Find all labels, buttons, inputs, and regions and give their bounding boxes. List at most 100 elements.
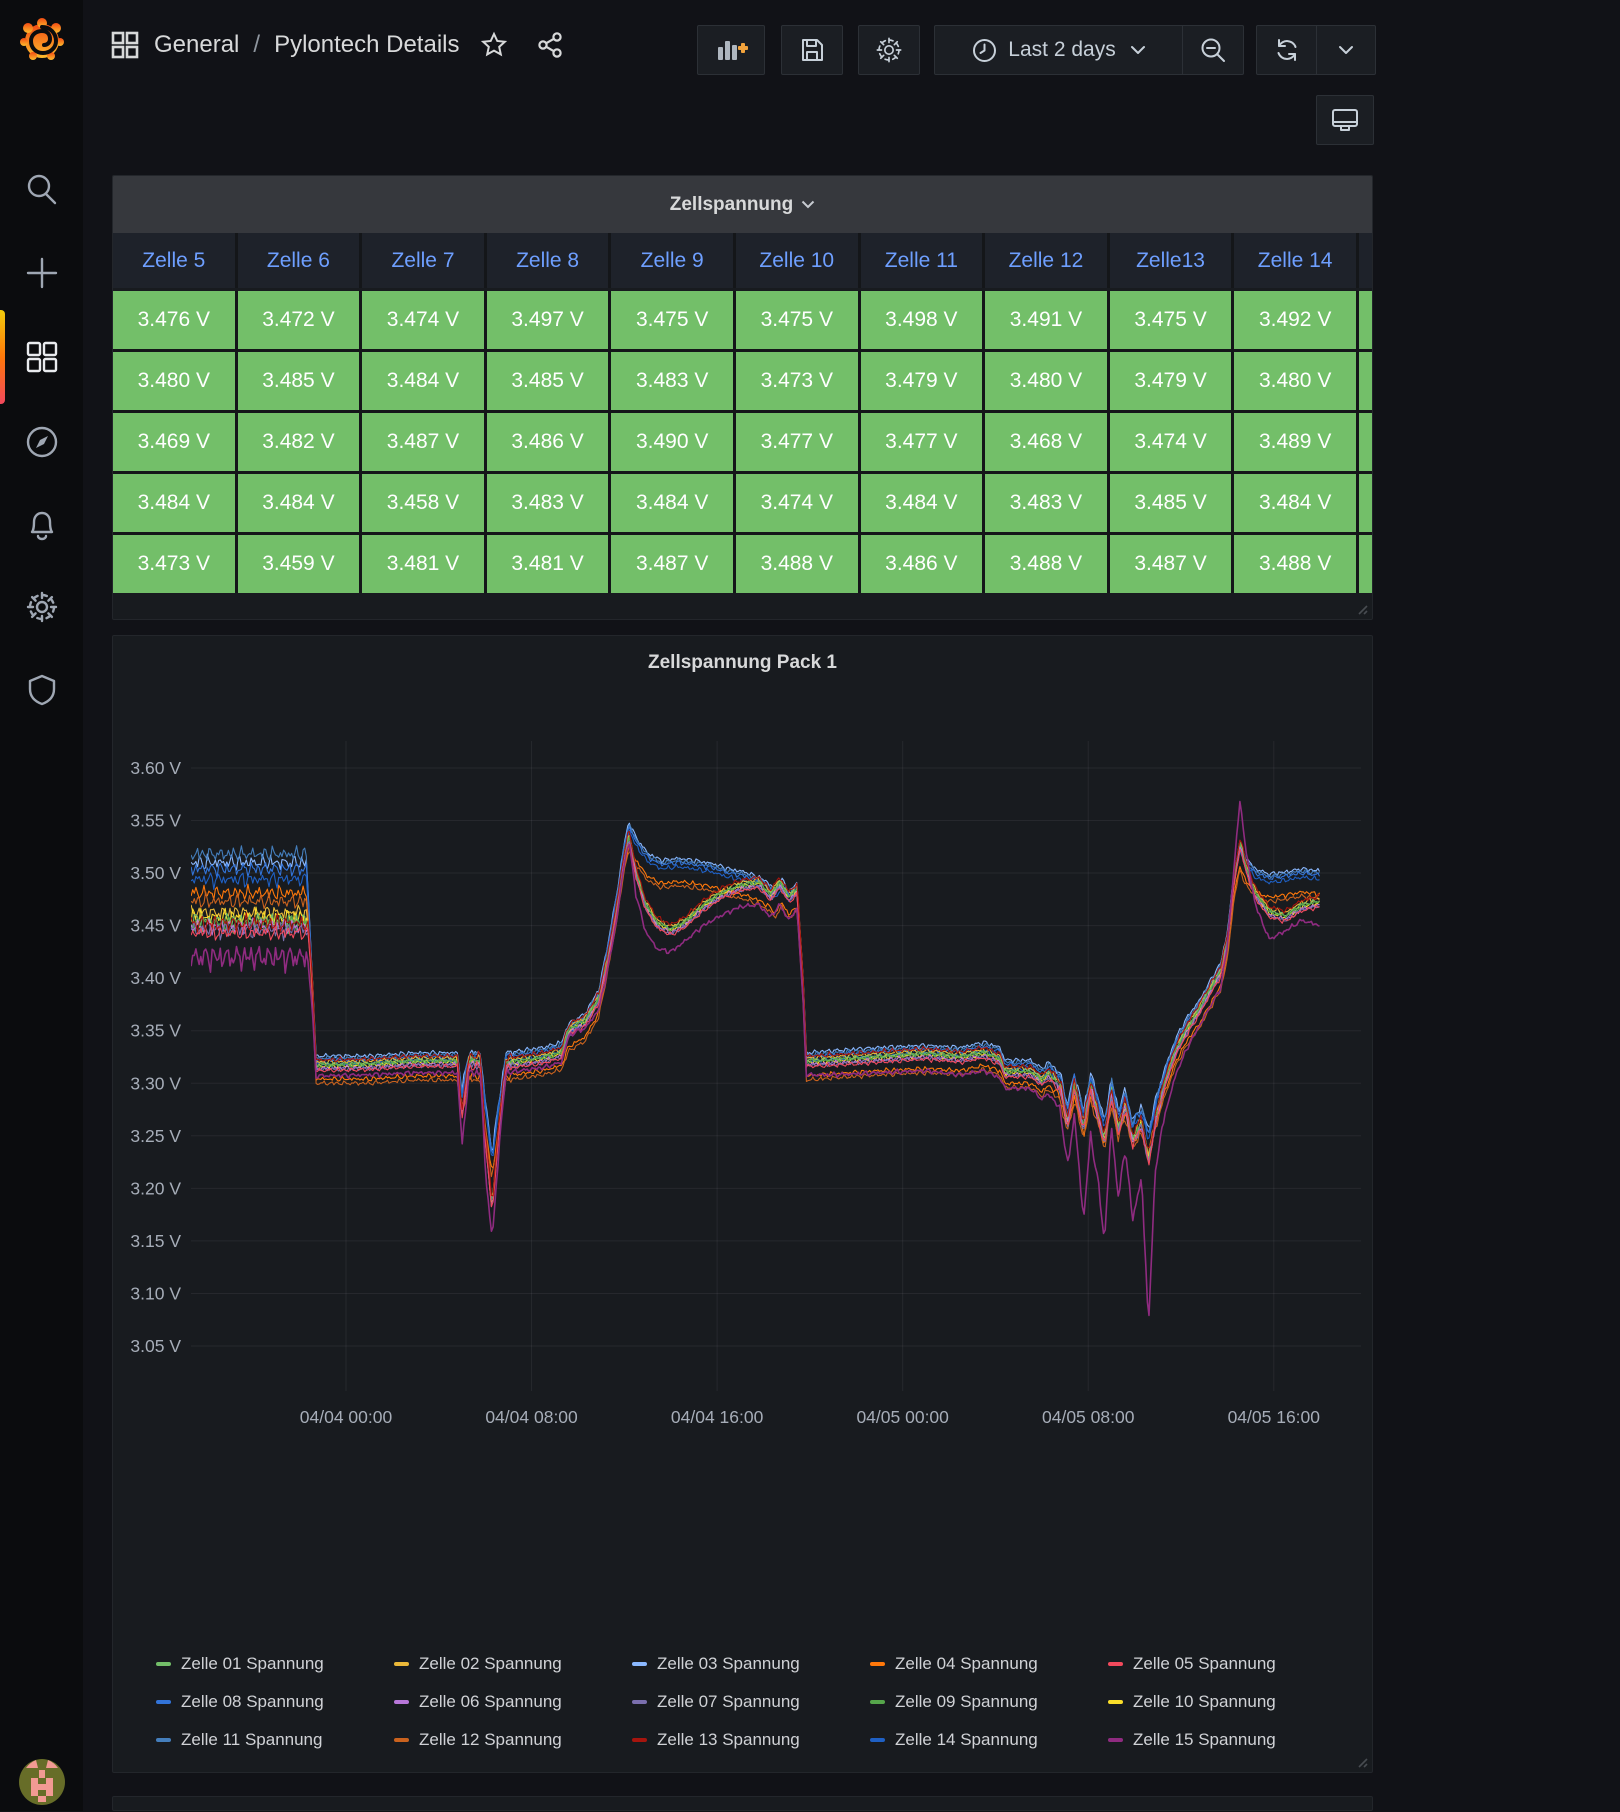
table-cell: 3.475 V (735, 291, 858, 349)
table-cell: 3.487 V (611, 535, 733, 593)
table-cell: 3.481 V (362, 535, 484, 593)
series-line (191, 843, 1320, 1208)
legend-swatch (1108, 1737, 1123, 1742)
legend-swatch (632, 1661, 647, 1666)
column-header[interactable]: Zel (1358, 233, 1372, 288)
table-cell: 3.488 V (735, 535, 858, 593)
active-indicator (0, 310, 5, 404)
table-cell: 3.491 V (985, 291, 1107, 349)
x-axis-tick: 04/04 16:00 (671, 1407, 764, 1427)
breadcrumb-section[interactable]: General (154, 31, 240, 58)
cycle-view-tv-button[interactable] (1316, 95, 1374, 145)
table-cell: 3.475 V (611, 291, 733, 349)
table-cell: 3.484 V (1234, 474, 1356, 532)
column-header[interactable]: Zelle 14 (1234, 233, 1356, 288)
table-cell: 3.474 V (1109, 413, 1232, 471)
x-axis-tick: 04/05 16:00 (1228, 1407, 1321, 1427)
table-cell: 3.498 V (860, 291, 983, 349)
table-cell: 3.486 V (486, 413, 609, 471)
legend-item[interactable]: Zelle 12 Spannung (394, 1727, 632, 1752)
x-axis-tick: 04/04 00:00 (300, 1407, 393, 1427)
series-line (191, 800, 1320, 1317)
refresh-group (1256, 25, 1376, 75)
table-cell: 3.479 V (1109, 352, 1232, 410)
legend-item[interactable]: Zelle 04 Spannung (870, 1651, 1108, 1676)
legend-label: Zelle 14 Spannung (895, 1729, 1038, 1749)
panel-header[interactable]: Zellspannung (113, 176, 1372, 233)
column-header[interactable]: Zelle 6 (237, 233, 360, 288)
legend-item[interactable]: Zelle 10 Spannung (1108, 1689, 1346, 1714)
column-header[interactable]: Zelle13 (1109, 233, 1232, 288)
legend-item[interactable]: Zelle 11 Spannung (156, 1727, 394, 1752)
legend-item[interactable]: Zelle 15 Spannung (1108, 1727, 1346, 1752)
legend-item[interactable]: Zelle 07 Spannung (632, 1689, 870, 1714)
table-cell: 3.485 V (486, 352, 609, 410)
y-axis-tick: 3.45 V (130, 916, 181, 936)
top-navigation: General / Pylontech Details (83, 0, 1620, 160)
table-cell: 3.483 V (611, 352, 733, 410)
column-header[interactable]: Zelle 7 (362, 233, 484, 288)
legend-swatch (394, 1699, 409, 1704)
legend-item[interactable]: Zelle 05 Spannung (1108, 1651, 1346, 1676)
table-cell: 3.458 V (362, 474, 484, 532)
table-cell: 3.480 V (1234, 352, 1356, 410)
legend-label: Zelle 09 Spannung (895, 1691, 1038, 1711)
refresh-button[interactable] (1257, 26, 1316, 74)
legend-swatch (394, 1737, 409, 1742)
explore-compass-icon[interactable] (0, 407, 83, 477)
legend-item[interactable]: Zelle 09 Spannung (870, 1689, 1108, 1714)
share-icon[interactable] (536, 31, 564, 59)
y-axis-tick: 3.15 V (130, 1231, 181, 1251)
column-header[interactable]: Zelle 8 (486, 233, 609, 288)
table-cell: 3.4 (1358, 474, 1372, 532)
column-header[interactable]: Zelle 12 (985, 233, 1107, 288)
legend-swatch (1108, 1699, 1123, 1704)
grafana-logo[interactable] (0, 8, 83, 72)
panel-resize-handle[interactable] (1356, 603, 1368, 615)
timeseries-plot[interactable]: 3.05 V 3.10 V 3.15 V 3.20 V 3.25 V 3.30 V 3.35… (113, 636, 1372, 1436)
column-header[interactable]: Zelle 10 (735, 233, 858, 288)
table-cell: 3.485 V (237, 352, 360, 410)
column-header[interactable]: Zelle 5 (113, 233, 235, 288)
legend-swatch (870, 1737, 885, 1742)
dashboard-settings-button[interactable] (858, 25, 920, 75)
legend-item[interactable]: Zelle 14 Spannung (870, 1727, 1108, 1752)
table-cell: 3.477 V (860, 413, 983, 471)
refresh-interval-dropdown[interactable] (1317, 26, 1375, 74)
create-add-icon[interactable] (0, 238, 83, 308)
legend-swatch (870, 1699, 885, 1704)
column-header[interactable]: Zelle 11 (860, 233, 983, 288)
panel-resize-handle[interactable] (1356, 1756, 1368, 1768)
legend-item[interactable]: Zelle 03 Spannung (632, 1651, 870, 1676)
legend-item[interactable]: Zelle 06 Spannung (394, 1689, 632, 1714)
server-admin-shield-icon[interactable] (0, 655, 83, 725)
table-cell: 3.486 V (860, 535, 983, 593)
legend-item[interactable]: Zelle 01 Spannung (156, 1651, 394, 1676)
table-cell: 3.474 V (735, 474, 858, 532)
table-cell: 3.482 V (237, 413, 360, 471)
time-range-picker[interactable]: Last 2 days (935, 26, 1182, 74)
dashboards-icon[interactable] (0, 310, 83, 404)
search-icon[interactable] (0, 155, 83, 225)
zoom-out-button[interactable] (1183, 26, 1243, 74)
legend-label: Zelle 10 Spannung (1133, 1691, 1276, 1711)
legend-swatch (632, 1699, 647, 1704)
save-dashboard-button[interactable] (781, 25, 843, 75)
table-cell: 3.468 V (985, 413, 1107, 471)
legend-item[interactable]: Zelle 02 Spannung (394, 1651, 632, 1676)
add-panel-button[interactable] (697, 25, 765, 75)
table-cell: 3.484 V (362, 352, 484, 410)
table-cell: 3.4 (1358, 413, 1372, 471)
star-favorite-icon[interactable] (480, 31, 508, 59)
configuration-gear-icon[interactable] (0, 572, 83, 642)
legend-item[interactable]: Zelle 13 Spannung (632, 1727, 870, 1752)
legend-item[interactable]: Zelle 08 Spannung (156, 1689, 394, 1714)
table-cell: 3.472 V (237, 291, 360, 349)
user-avatar[interactable] (0, 1752, 83, 1812)
alerting-bell-icon[interactable] (0, 490, 83, 560)
legend-label: Zelle 08 Spannung (181, 1691, 324, 1711)
table-panel-zellspannung: Zellspannung Zelle 5 Zelle 6 Zelle 7 Zelle … (112, 175, 1373, 620)
breadcrumb-page-title[interactable]: Pylontech Details (274, 31, 460, 58)
y-axis-tick: 3.20 V (130, 1178, 181, 1198)
column-header[interactable]: Zelle 9 (611, 233, 733, 288)
